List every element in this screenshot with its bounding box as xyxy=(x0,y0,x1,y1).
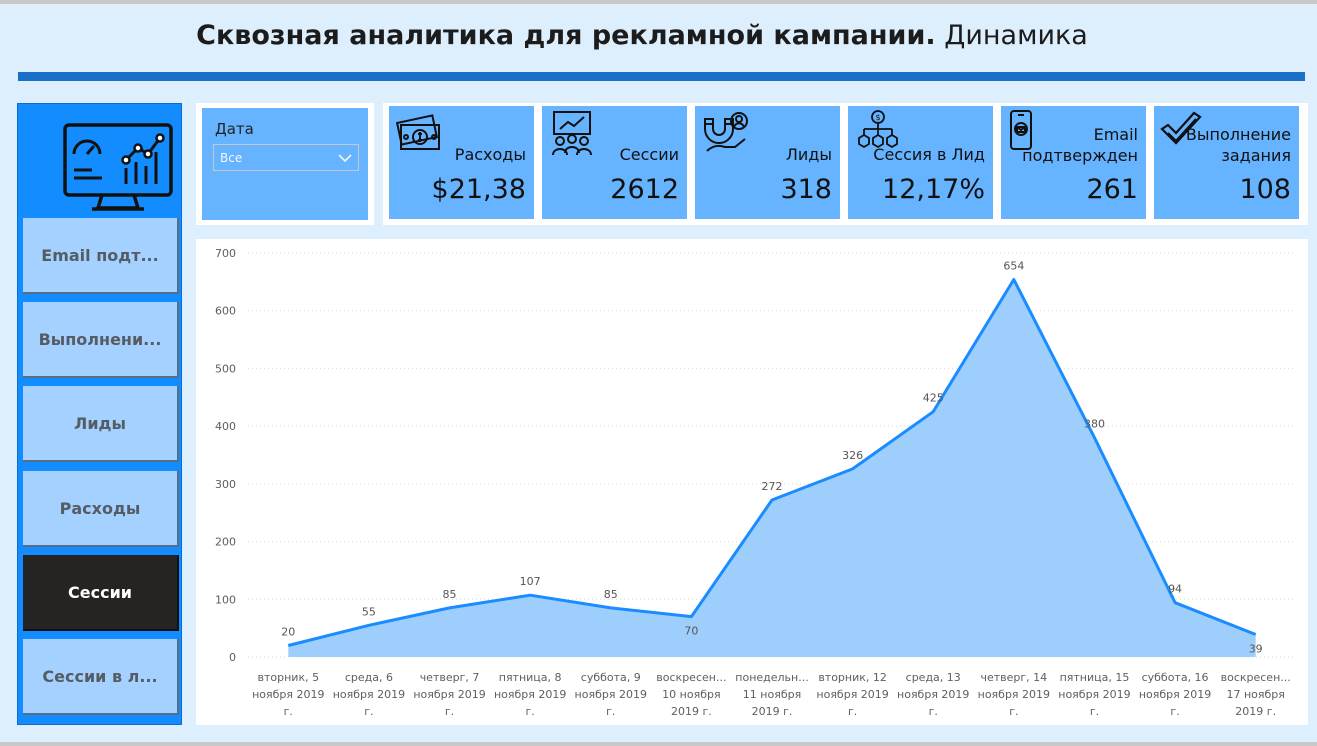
date-filter-panel: Дата Все xyxy=(196,103,374,225)
data-label: 55 xyxy=(362,605,376,618)
data-label: 272 xyxy=(762,480,783,493)
data-label: 39 xyxy=(1249,642,1263,655)
nav-button-sessions[interactable]: Сессии xyxy=(23,555,179,631)
x-tick-label: понедельн... 11 ноября 2019 г. xyxy=(735,671,808,718)
date-dropdown[interactable]: Все xyxy=(213,144,359,171)
monitor-analytics-icon xyxy=(63,123,173,211)
kpi-value: 108 xyxy=(1239,174,1291,205)
x-tick-label: воскресен... 17 ноября 2019 г. xyxy=(1221,671,1291,718)
kpi-value: 12,17% xyxy=(882,174,985,205)
y-tick-label: 600 xyxy=(215,305,236,318)
kpi-value: 261 xyxy=(1086,174,1138,205)
y-tick-label: 700 xyxy=(215,247,236,260)
y-tick-label: 0 xyxy=(229,651,236,664)
page-title: Сквозная аналитика для рекламной кампани… xyxy=(0,20,1284,51)
page-title-normal: Динамика xyxy=(944,20,1088,51)
bottom-border xyxy=(0,742,1317,746)
nav-button-sessions-to-leads[interactable]: Сессии в л... xyxy=(23,639,179,715)
kpi-card-task-completion: Выполнение задания 108 xyxy=(1154,106,1299,219)
money-icon xyxy=(395,114,440,150)
x-tick-label: четверг, 7 ноября 2019 г. xyxy=(413,671,485,718)
kpi-value: 318 xyxy=(780,174,832,205)
nav-button-leads[interactable]: Лиды xyxy=(23,386,179,462)
nav-button-task[interactable]: Выполнени... xyxy=(23,302,179,378)
phone-mail-icon xyxy=(1010,110,1032,150)
double-check-icon xyxy=(1160,111,1202,145)
data-label: 107 xyxy=(520,575,541,588)
x-tick-label: суббота, 16 ноября 2019 г. xyxy=(1139,671,1211,718)
kpi-card-sessions: Сессии 2612 xyxy=(542,106,687,219)
kpi-label: Сессии xyxy=(619,145,679,164)
sessions-chart-panel: 0 100 200 300 400 500 600 700 20 55 85 107 85 70 272 3… xyxy=(196,239,1308,725)
kpi-card-leads: Лиды 318 xyxy=(695,106,840,219)
y-tick-label: 500 xyxy=(215,362,236,375)
data-label: 380 xyxy=(1084,418,1105,431)
sidebar: Email подт... Выполнени... Лиды Расходы … xyxy=(17,103,182,725)
nav-button-email[interactable]: Email подт... xyxy=(23,218,179,294)
x-tick-label: среда, 6 ноября 2019 г. xyxy=(333,671,405,718)
data-label: 85 xyxy=(604,588,618,601)
date-filter-label: Дата xyxy=(215,120,254,138)
y-tick-label: 100 xyxy=(215,593,236,606)
x-tick-label: воскресен... 10 ноября 2019 г. xyxy=(656,671,726,718)
kpi-label: Выполнение задания xyxy=(1185,125,1291,165)
data-label: 425 xyxy=(923,392,944,405)
x-tick-label: четверг, 14 ноября 2019 г. xyxy=(978,671,1050,718)
y-axis: 0 100 200 300 400 500 600 700 xyxy=(215,247,236,664)
area-fill xyxy=(288,279,1256,657)
kpi-value: $21,38 xyxy=(431,174,526,205)
x-axis: вторник, 5 ноября 2019 г.среда, 6 ноября 20… xyxy=(252,671,1291,718)
date-filter: Дата Все xyxy=(202,108,368,220)
x-tick-label: пятница, 8 ноября 2019 г. xyxy=(494,671,566,718)
data-label: 70 xyxy=(684,625,698,638)
y-tick-label: 300 xyxy=(215,478,236,491)
date-dropdown-value: Все xyxy=(220,151,243,165)
kpi-label: Сессия в Лид xyxy=(873,145,985,164)
x-tick-label: вторник, 5 ноября 2019 г. xyxy=(252,671,324,718)
data-label: 94 xyxy=(1168,583,1182,596)
kpi-label: Расходы xyxy=(454,145,526,164)
svg-text:$: $ xyxy=(875,113,880,122)
kpi-label: Email подтвержден xyxy=(1022,125,1138,165)
page-title-bold: Сквозная аналитика для рекламной кампани… xyxy=(196,20,936,51)
kpi-card-email-confirmed: Email подтвержден 261 xyxy=(1001,106,1146,219)
data-label: 20 xyxy=(281,625,295,638)
nav-button-expenses[interactable]: Расходы xyxy=(23,471,179,547)
y-tick-label: 200 xyxy=(215,536,236,549)
kpi-card-expenses: Расходы $21,38 xyxy=(389,106,534,219)
kpi-card-session-to-lead: $ Сессия в Лид 12,17% xyxy=(848,106,993,219)
data-label: 326 xyxy=(842,449,863,462)
x-tick-label: пятница, 15 ноября 2019 г. xyxy=(1058,671,1130,718)
hierarchy-coins-icon: $ xyxy=(858,110,898,149)
y-tick-label: 400 xyxy=(215,420,236,433)
title-underline xyxy=(18,72,1305,81)
group-presentation-icon xyxy=(552,111,592,156)
kpi-row: Расходы $21,38 Сессии 2612 xyxy=(383,103,1308,225)
magnet-lead-icon xyxy=(704,112,748,152)
chevron-down-icon xyxy=(338,154,352,163)
sessions-area-chart: 0 100 200 300 400 500 600 700 20 55 85 107 85 70 272 3… xyxy=(215,247,1296,718)
kpi-value: 2612 xyxy=(610,174,679,205)
data-label: 85 xyxy=(443,588,457,601)
x-tick-label: среда, 13 ноября 2019 г. xyxy=(897,671,969,718)
data-label: 654 xyxy=(1003,260,1024,273)
x-tick-label: суббота, 9 ноября 2019 г. xyxy=(575,671,647,718)
top-border xyxy=(0,0,1317,4)
series-line xyxy=(287,278,1257,647)
kpi-label: Лиды xyxy=(785,145,832,164)
data-labels: 20 55 85 107 85 70 272 326 425 654 380 94 39 xyxy=(281,260,1262,656)
x-tick-label: вторник, 12 ноября 2019 г. xyxy=(816,671,888,718)
